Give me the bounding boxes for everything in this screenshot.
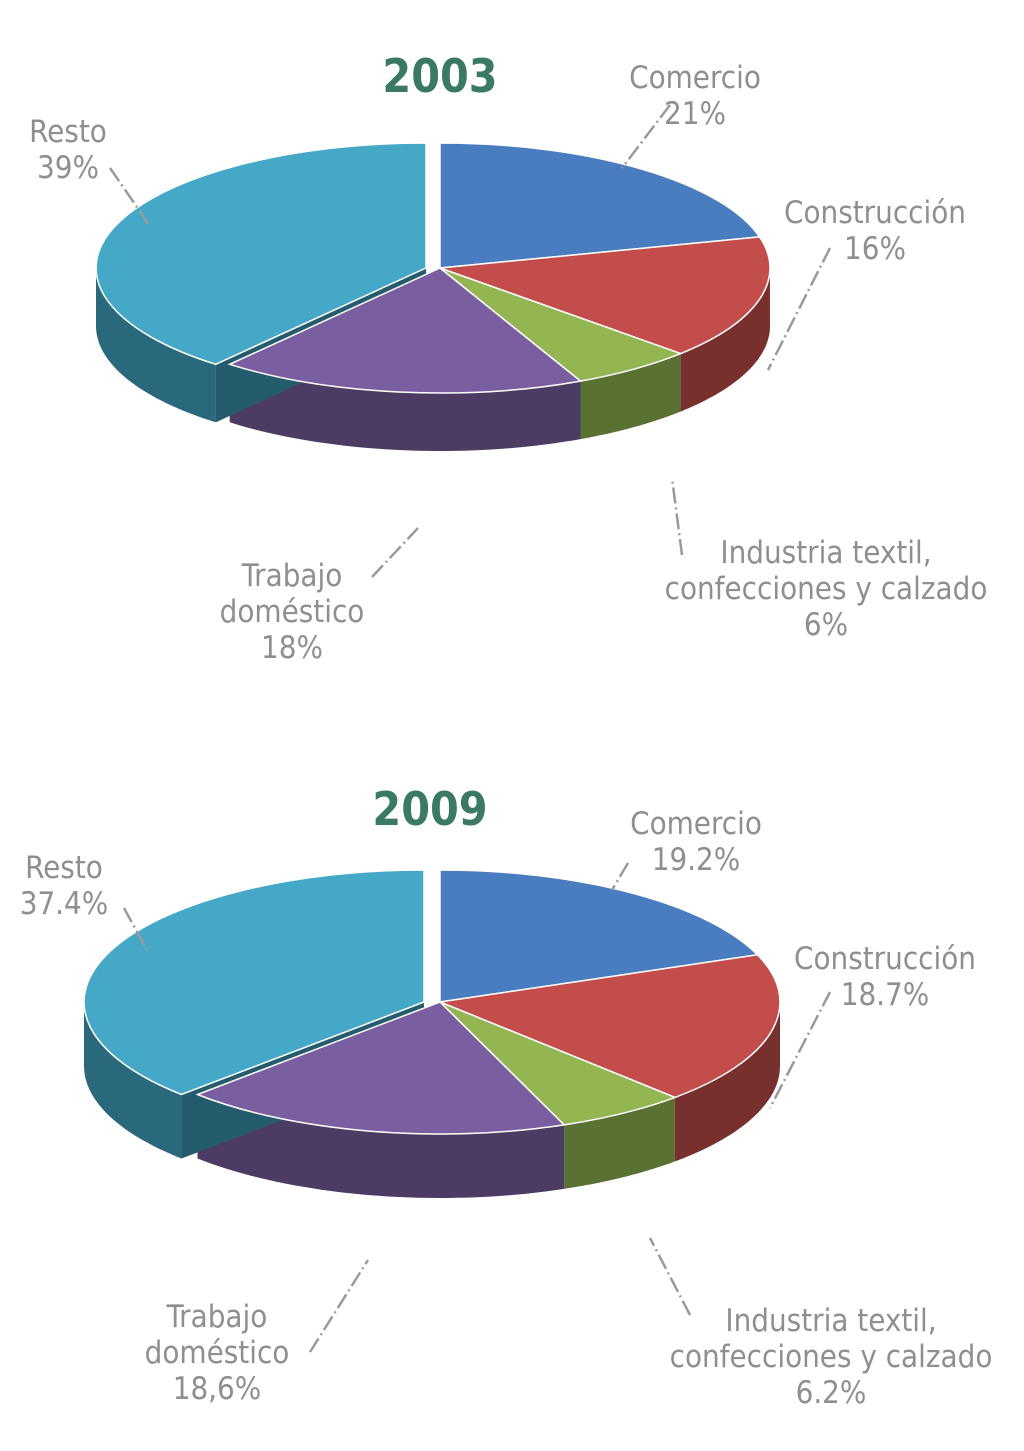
slice-label-resto: Resto 39% (29, 114, 152, 227)
slice-label-text: Trabajo doméstico 18,6% (145, 1299, 290, 1407)
pie-slice-industria-textil-confecciones-y-calzado (439, 267, 683, 382)
pie-slice-resto (95, 142, 427, 366)
leader-line (122, 907, 150, 953)
leader-line (648, 1237, 692, 1316)
pie-chart-2009: 2009 Comercio 19.2% Construcción 18.7% Indust… (0, 740, 1024, 1451)
slice-label-trabajo-domestico: Trabajo doméstico 18,6% (145, 1259, 370, 1407)
slice-label-text: Resto 37.4% (20, 850, 109, 922)
leader-line (670, 477, 684, 556)
slice-label-text: Industria textil, confecciones y calzado 6… (665, 535, 988, 643)
slice-label-industria-textil-confecciones-y-calzado: Industria textil, confecciones y calzado 6… (665, 477, 988, 643)
slice-label-construccion: Construcción 18.7% (768, 941, 976, 1109)
slice-label-comercio: Comercio 19.2% (610, 806, 762, 891)
pie-slice-comercio (439, 142, 761, 269)
leader-line (610, 862, 630, 891)
pie-slice-resto (83, 869, 425, 1096)
pie-slice-side-industria-textil-confecciones-y-calzado (580, 353, 681, 440)
pie-slice-trabajo-domestico (227, 267, 583, 394)
chart-title: 2009 (372, 782, 487, 836)
slice-label-text: Trabajo doméstico 18% (220, 558, 365, 666)
leader-line (108, 167, 152, 227)
leader-line (371, 527, 419, 578)
pie-slice-side-trabajo-domestico (229, 364, 581, 451)
pie-slice-comercio (439, 869, 760, 1003)
leader-line (621, 104, 671, 169)
pie-slice-industria-textil-confecciones-y-calzado (439, 1001, 677, 1126)
slice-label-text: Comercio 21% (629, 60, 761, 132)
leader-line (308, 1259, 370, 1353)
slice-label-text: Resto 39% (29, 114, 107, 186)
leader-line (766, 247, 832, 371)
slice-label-text: Construcción 18.7% (794, 941, 976, 1013)
pie-slice-side-construccion (674, 1002, 780, 1162)
pie-chart-2009-svg: 2009 Comercio 19.2% Construcción 18.7% Indust… (20, 782, 993, 1411)
slice-label-industria-textil-confecciones-y-calzado: Industria textil, confecciones y calzado 6… (648, 1237, 993, 1411)
pie-slices (95, 142, 771, 451)
slice-label-text: Comercio 19.2% (630, 806, 762, 878)
pie-slice-construccion (437, 954, 781, 1099)
leader-line (768, 991, 832, 1109)
pie-chart-2003: 2003 Comercio 21% Construcción 16% Industria … (0, 0, 1024, 700)
chart-title: 2003 (382, 49, 497, 103)
slice-label-comercio: Comercio 21% (621, 60, 761, 169)
pie-slice-side-construccion (680, 268, 770, 412)
slice-label-resto: Resto 37.4% (20, 850, 150, 953)
pie-slices (83, 869, 781, 1198)
pie-slice-trabajo-domestico (195, 1001, 566, 1135)
slice-label-construccion: Construcción 16% (766, 195, 966, 371)
pie-chart-2003-svg: 2003 Comercio 21% Construcción 16% Industria … (29, 49, 988, 666)
slice-label-text: Industria textil, confecciones y calzado 6… (670, 1303, 993, 1411)
pie-slice-construccion (439, 236, 771, 355)
slice-label-trabajo-domestico: Trabajo doméstico 18% (220, 527, 419, 666)
slice-label-text: Construcción 16% (784, 195, 966, 267)
